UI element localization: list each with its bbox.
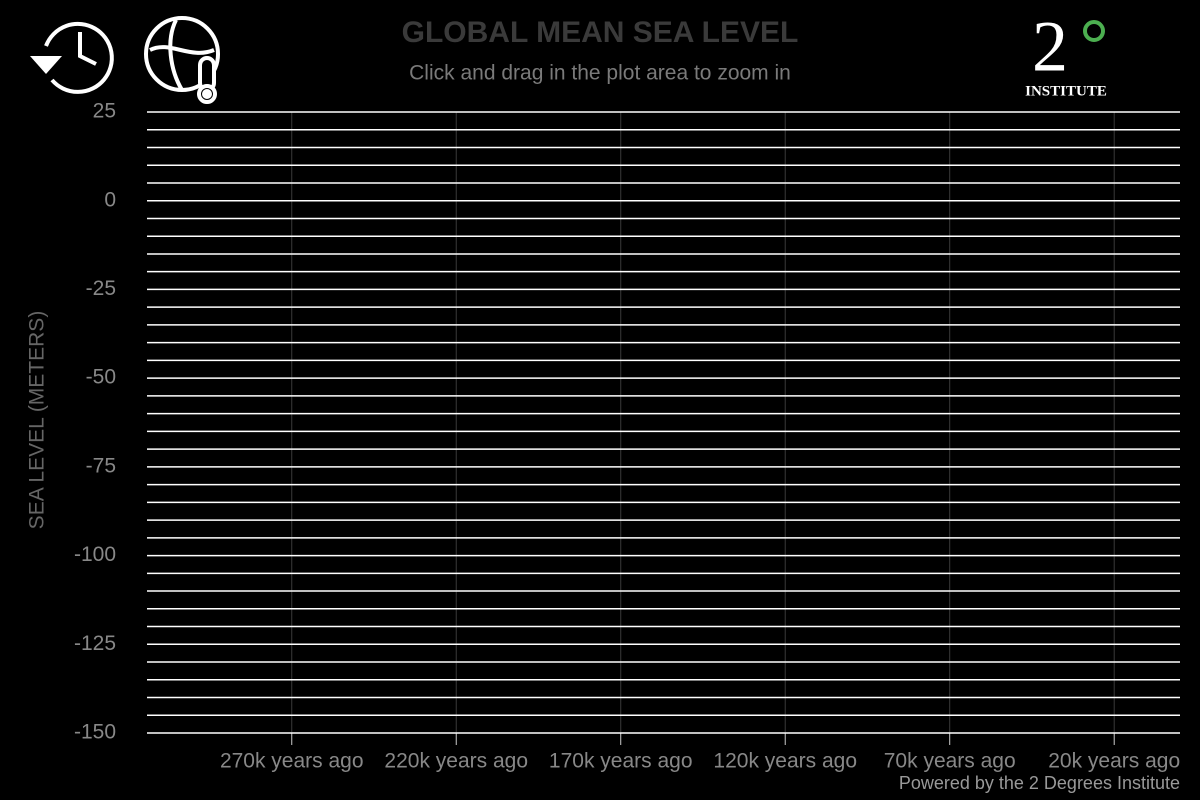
x-tick-label: 120k years ago bbox=[713, 750, 857, 773]
x-tick-label: 270k years ago bbox=[220, 750, 364, 773]
y-axis-label: SEA LEVEL (METERS) bbox=[26, 311, 49, 530]
chart-title: GLOBAL MEAN SEA LEVEL bbox=[402, 16, 799, 49]
y-tick-label: -125 bbox=[74, 632, 116, 655]
x-tick-label: 20k years ago bbox=[1048, 750, 1180, 773]
y-tick-label: -50 bbox=[86, 366, 116, 389]
footer: Powered by the 2 Degrees Institute bbox=[899, 773, 1180, 793]
logo-degree bbox=[1083, 20, 1105, 42]
y-tick-label: 25 bbox=[93, 100, 116, 123]
y-tick-label: -150 bbox=[74, 721, 116, 744]
history-icon[interactable] bbox=[30, 21, 114, 94]
y-tick-label: -25 bbox=[86, 277, 116, 300]
y-tick-label: -75 bbox=[86, 454, 116, 477]
x-tick-label: 220k years ago bbox=[384, 750, 528, 773]
logo-number: 2 bbox=[1032, 7, 1068, 87]
x-tick-label: 170k years ago bbox=[549, 750, 693, 773]
globe-thermometer-icon[interactable] bbox=[144, 16, 220, 104]
y-tick-label: -100 bbox=[74, 543, 116, 566]
y-tick-label: 0 bbox=[104, 188, 116, 211]
x-tick-label: 70k years ago bbox=[884, 750, 1016, 773]
logo-text: INSTITUTE bbox=[1025, 83, 1107, 99]
chart-subtitle: Click and drag in the plot area to zoom … bbox=[409, 62, 791, 85]
